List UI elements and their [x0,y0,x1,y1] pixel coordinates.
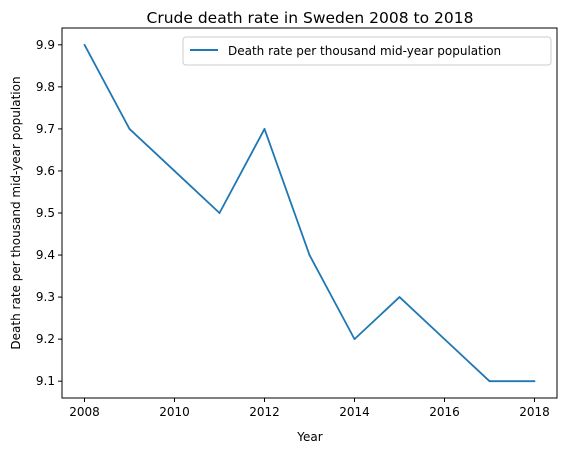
legend-label: Death rate per thousand mid-year populat… [228,44,501,58]
x-axis: 2008 2010 2012 2014 2016 2018 [69,398,550,419]
y-tick-label: 9.5 [36,206,55,220]
y-axis: 9.1 9.2 9.3 9.4 9.5 9.6 9.7 9.8 9.9 [36,38,62,388]
plot-frame [61,27,558,399]
series-layer [83,43,536,383]
x-tick-label: 2010 [159,405,190,419]
y-tick-label: 9.7 [36,122,55,136]
x-tick-label: 2014 [339,405,370,419]
legend-box [182,36,552,66]
y-tick-label: 9.3 [36,290,55,304]
data-point [218,212,221,214]
y-tick-label: 9.2 [36,332,55,346]
y-tick-label: 9.9 [36,38,55,52]
data-point [83,43,86,46]
y-tick-label: 9.1 [36,374,55,388]
data-point [488,380,491,383]
data-point [443,338,446,341]
data-point [263,128,266,130]
chart-title: Crude death rate in Sweden 2008 to 2018 [147,9,474,27]
y-tick-label: 9.6 [36,164,55,178]
x-axis-label: Year [296,430,322,444]
x-tick-label: 2008 [69,405,100,419]
x-tick-label: 2018 [519,405,550,419]
data-point [353,338,356,341]
data-point [173,170,176,172]
y-tick-label: 9.8 [36,80,55,94]
series-line [83,44,535,383]
x-tick-label: 2016 [429,405,460,419]
y-axis-label: Death rate per thousand mid-year populat… [9,76,23,349]
x-tick-label: 2012 [249,405,280,419]
data-point [128,128,131,130]
y-tick-label: 9.4 [36,248,55,262]
data-point [398,296,401,298]
data-point [533,380,536,383]
legend: Death rate per thousand mid-year populat… [182,36,552,66]
data-point [308,254,311,256]
